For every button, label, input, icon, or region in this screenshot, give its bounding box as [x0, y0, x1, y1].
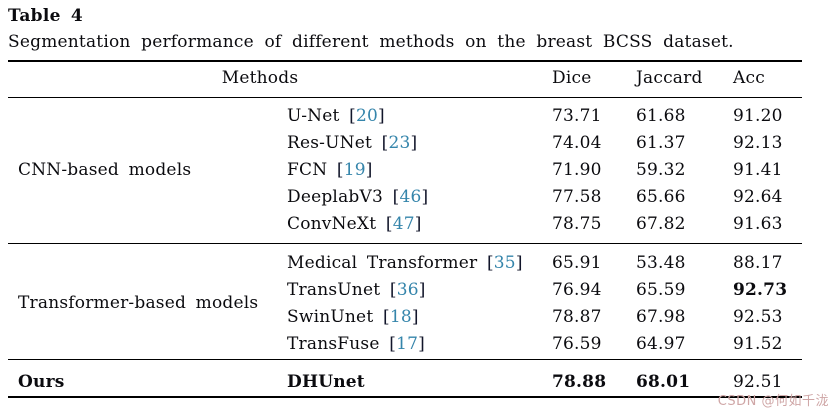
group-label-transformer: Transformer-based models: [18, 293, 259, 313]
acc-value: 91.52: [733, 334, 783, 354]
method-name: Res-UNet 23: [287, 130, 417, 157]
dice-value: 76.59: [552, 334, 602, 354]
acc-value: 91.63: [733, 214, 783, 234]
citation-link[interactable]: 19: [337, 160, 373, 180]
method-name-ours: DHUnet: [287, 372, 365, 392]
method-name: Medical Transformer 35: [287, 250, 523, 277]
method-name: U-Net 20: [287, 103, 385, 130]
method-label: TransFuse: [287, 334, 380, 354]
acc-value: 92.64: [733, 187, 783, 207]
dice-value-best: 78.88: [552, 372, 607, 392]
dice-value: 71.90: [552, 160, 602, 180]
acc-value: 88.17: [733, 253, 783, 273]
method-label: DeeplabV3: [287, 187, 383, 207]
method-label: FCN: [287, 160, 328, 180]
table-caption-text: Segmentation performance of different me…: [8, 32, 734, 52]
header-bottom-rule: [8, 97, 802, 98]
dice-value: 65.91: [552, 253, 602, 273]
jaccard-value: 67.82: [636, 214, 686, 234]
method-label: Res-UNet: [287, 133, 373, 153]
column-header-dice: Dice: [552, 68, 592, 88]
group-label-cnn: CNN-based models: [18, 160, 192, 180]
jaccard-value-best: 68.01: [636, 372, 691, 392]
acc-value: 92.51: [733, 372, 783, 392]
method-label: ConvNeXt: [287, 214, 377, 234]
jaccard-value: 67.98: [636, 307, 686, 327]
citation-link[interactable]: 47: [386, 214, 422, 234]
method-name: SwinUnet 18: [287, 304, 419, 331]
column-header-jaccard: Jaccard: [636, 68, 703, 88]
csdn-watermark: CSDN @何如千泷: [717, 394, 829, 409]
citation-link[interactable]: 20: [349, 106, 385, 126]
acc-value: 92.13: [733, 133, 783, 153]
dice-value: 74.04: [552, 133, 602, 153]
column-header-acc: Acc: [733, 68, 765, 88]
citation-link[interactable]: 18: [383, 307, 419, 327]
dice-value: 76.94: [552, 280, 602, 300]
jaccard-value: 65.66: [636, 187, 686, 207]
group-label-ours: Ours: [18, 372, 65, 392]
table-top-rule: [8, 60, 802, 62]
jaccard-value: 61.37: [636, 133, 686, 153]
method-label: U-Net: [287, 106, 340, 126]
dice-value: 78.87: [552, 307, 602, 327]
jaccard-value: 61.68: [636, 106, 686, 126]
jaccard-value: 59.32: [636, 160, 686, 180]
method-name: FCN 19: [287, 157, 373, 184]
cnn-section-rule: [8, 243, 802, 244]
citation-link[interactable]: 17: [389, 334, 425, 354]
citation-link[interactable]: 35: [487, 253, 523, 273]
method-label: TransUnet: [287, 280, 381, 300]
method-label: SwinUnet: [287, 307, 374, 327]
method-name: DeeplabV3 46: [287, 184, 428, 211]
citation-link[interactable]: 46: [393, 187, 429, 207]
jaccard-value: 64.97: [636, 334, 686, 354]
table-caption-number: Table 4: [8, 6, 84, 26]
jaccard-value: 65.59: [636, 280, 686, 300]
acc-value: 91.20: [733, 106, 783, 126]
transformer-section-rule: [8, 359, 802, 360]
acc-value-best: 92.73: [733, 280, 788, 300]
citation-link[interactable]: 36: [390, 280, 426, 300]
table-bottom-rule: [8, 396, 802, 398]
citation-link[interactable]: 23: [382, 133, 418, 153]
method-label: Medical Transformer: [287, 253, 478, 273]
method-name: ConvNeXt 47: [287, 211, 422, 238]
column-header-methods: Methods: [221, 68, 299, 88]
method-name: TransUnet 36: [287, 277, 426, 304]
dice-value: 78.75: [552, 214, 602, 234]
method-name: TransFuse 17: [287, 331, 425, 358]
dice-value: 73.71: [552, 106, 602, 126]
acc-value: 91.41: [733, 160, 783, 180]
acc-value: 92.53: [733, 307, 783, 327]
jaccard-value: 53.48: [636, 253, 686, 273]
dice-value: 77.58: [552, 187, 602, 207]
